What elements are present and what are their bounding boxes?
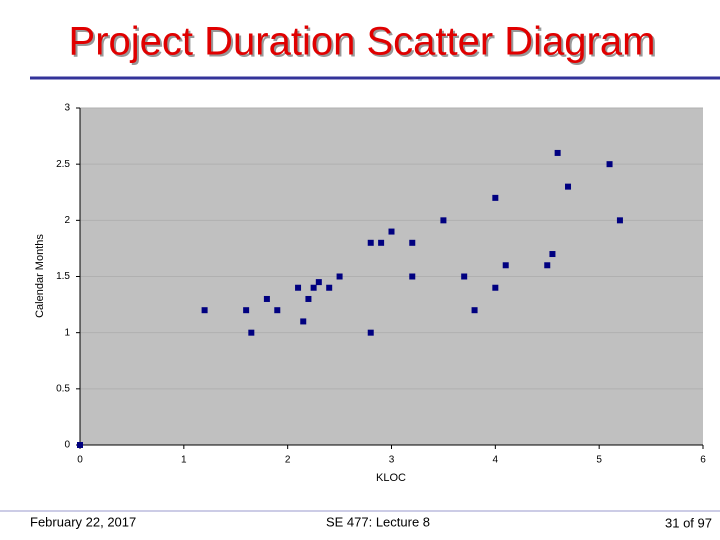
point [606,161,613,168]
point [554,149,561,156]
y-axis-label: Calendar Months [34,234,46,318]
point [502,262,509,269]
point [409,239,416,246]
y-tick-label: 3 [64,103,70,114]
y-tick-label: 2 [64,215,70,226]
point [616,217,623,224]
x-tick-label: 4 [493,455,499,466]
x-axis-label: KLOC [376,472,406,484]
point [492,284,499,291]
point [295,284,302,291]
x-tick-label: 3 [389,455,395,466]
point [274,307,281,314]
point [336,273,343,280]
point [544,262,551,269]
x-tick-label: 6 [700,455,706,466]
x-tick-label: 5 [596,455,602,466]
footer-page: 31 of 97 [665,515,712,530]
y-tick-label: 1 [64,327,70,338]
point [326,284,333,291]
y-tick-label: 1.5 [56,271,70,282]
point [409,273,416,280]
point [388,228,395,235]
x-tick-label: 1 [181,455,187,466]
footer-date: February 22, 2017 [30,514,136,529]
point [471,307,478,314]
title-shadow: Project Duration Scatter Diagram [71,22,658,66]
point [492,194,499,201]
plot: 0 0.5 1 1.5 2 2.5 3 0 1 2 3 4 5 6 [56,103,706,466]
point [440,217,447,224]
y-tick-label: 2.5 [56,159,70,170]
point [378,239,385,246]
point [310,284,317,291]
point [565,183,572,190]
point [315,279,322,286]
point [367,329,374,336]
point [549,251,556,258]
y-tick-label: 0 [64,440,70,451]
y-tick-label: 0.5 [56,383,70,394]
point [77,442,83,448]
point [461,273,468,280]
chart-title: Project Duration Scatter Diagram [69,20,656,64]
x-tick-label: 2 [285,455,291,466]
footer-course: SE 477: Lecture 8 [326,514,430,529]
point [243,307,250,314]
point [367,239,374,246]
point [300,318,307,325]
point [201,307,208,314]
point [305,295,312,302]
point [248,329,255,336]
point [263,295,270,302]
x-tick-label: 0 [77,455,83,466]
